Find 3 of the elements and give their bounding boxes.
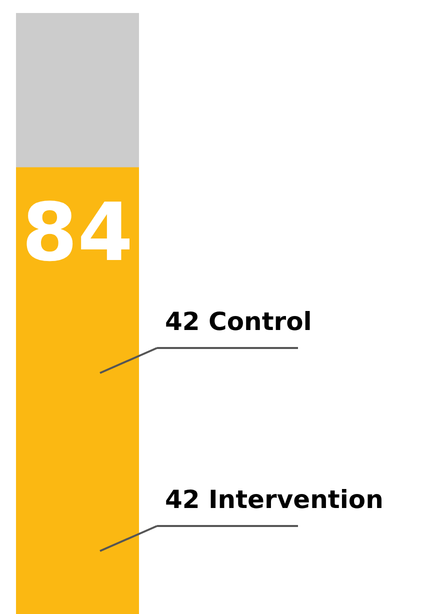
data-label: 84 — [22, 186, 134, 280]
text: 42 Control — [165, 307, 312, 336]
text: 42 Intervention — [165, 485, 384, 514]
